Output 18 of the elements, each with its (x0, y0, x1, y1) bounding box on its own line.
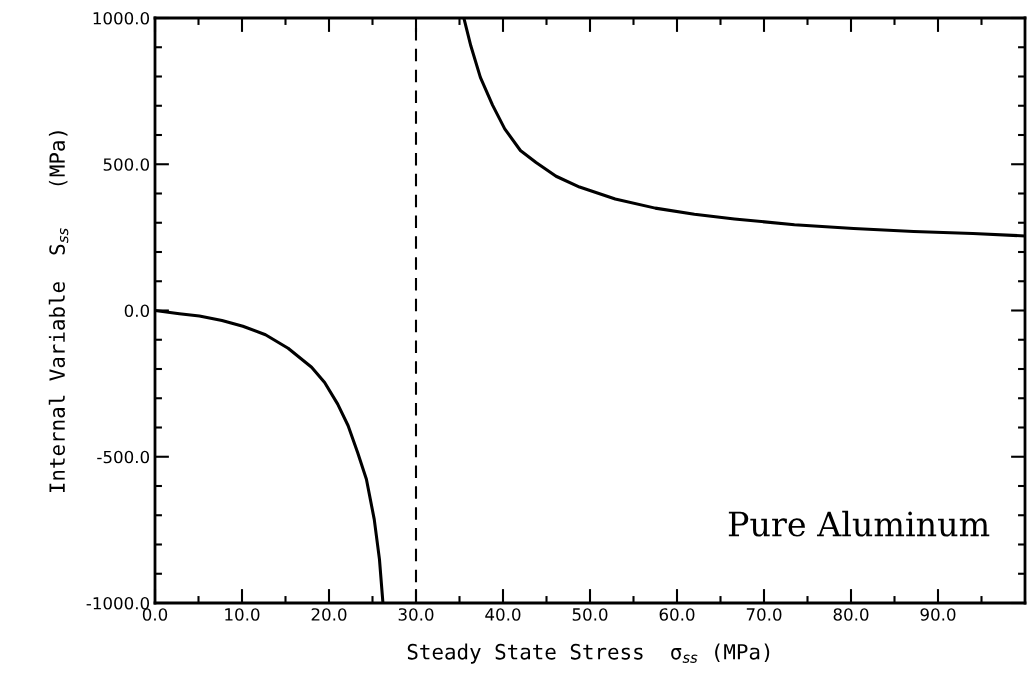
x-tick-label: 60.0 (659, 608, 695, 621)
text: Internal Variable S$_{ss}$ (MPa) (48, 131, 69, 493)
annotation: Pure Aluminum (728, 510, 990, 537)
x-tick-label: 0.0 (142, 608, 168, 621)
x-tick-label: 90.0 (920, 608, 956, 621)
x-tick-label: 30.0 (398, 608, 434, 621)
x-tick-label: 50.0 (572, 608, 608, 621)
x-tick-label: 10.0 (225, 608, 260, 621)
x-tick-label: 20.0 (311, 608, 347, 621)
y-tick-label: 500.0 (103, 158, 150, 171)
y-tick-label: -500.0 (97, 450, 150, 464)
x-tick-label: 40.0 (485, 608, 521, 621)
text: Steady State Stress σ$_{ss}$ (MPa) (407, 643, 770, 664)
x-tick-label: 80.0 (833, 608, 869, 621)
x-tick-label: 70.0 (746, 608, 782, 621)
y-tick-label: 1000.0 (93, 11, 150, 25)
y-tick-label: -1000.0 (86, 596, 150, 610)
y-tick-label: 0.0 (124, 304, 150, 318)
